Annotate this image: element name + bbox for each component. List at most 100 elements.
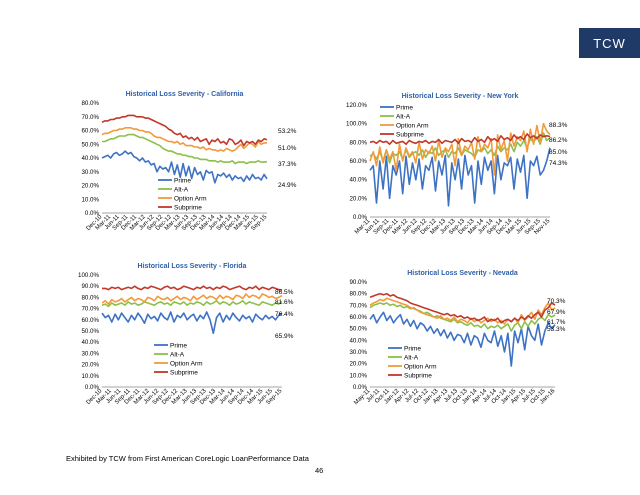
y-tick-label: 20.0% (349, 361, 367, 368)
chart-svg: Historical Loss Severity - New York 0.0% 2… (346, 93, 568, 236)
y-tick-label: 80.0% (349, 139, 367, 146)
series-line-prime (101, 311, 283, 334)
y-tick-label: 80.0% (81, 294, 99, 301)
page-number: 46 (315, 466, 324, 475)
chart-title: Historical Loss Severity - Nevada (407, 270, 518, 277)
data-label: 37.3% (278, 161, 297, 168)
tcw-logo: TCW (579, 28, 640, 58)
y-tick-label: 90.0% (349, 279, 367, 286)
chart-nevada: Historical Loss Severity - Nevada 0.0% 10.… (330, 268, 580, 418)
series-line-option_arm (101, 293, 283, 305)
legend-label: Alt-A (174, 186, 189, 193)
series-line-option_arm (369, 122, 551, 176)
y-tick-label: 80.0% (81, 100, 99, 107)
y-tick-label: 120.0% (346, 102, 367, 109)
y-tick-label: 50.0% (349, 326, 367, 333)
chart-title: Historical Loss Severity - California (126, 91, 244, 98)
y-tick-label: 0.0% (353, 214, 368, 221)
data-label: 61.7% (547, 319, 566, 326)
y-tick-label: 70.0% (81, 114, 99, 121)
series-line-option_arm (101, 126, 267, 152)
legend-label: Subprime (170, 369, 198, 376)
data-label: 86.5% (275, 289, 294, 296)
series-line-subprime (101, 114, 268, 147)
legend-label: Alt-A (170, 351, 185, 358)
y-tick-label: 80.0% (349, 291, 367, 298)
chart-svg: Historical Loss Severity - Nevada 0.0% 10.… (349, 270, 566, 406)
series-line-subprime (369, 133, 551, 146)
series-line-alta (101, 299, 283, 308)
data-label: 81.6% (275, 299, 294, 306)
data-label: 74.3% (549, 160, 568, 167)
y-tick-label: 30.0% (349, 349, 367, 356)
y-tick-label: 10.0% (81, 373, 99, 380)
series-line-alta (369, 132, 551, 164)
data-label: 76.4% (275, 311, 294, 318)
legend-label: Alt-A (396, 113, 411, 120)
y-tick-label: 70.0% (349, 302, 367, 309)
chart-svg: Historical Loss Severity - California 0.0… (81, 91, 296, 232)
y-tick-label: 90.0% (81, 283, 99, 290)
y-tick-label: 0.0% (353, 384, 368, 391)
chart-title: Historical Loss Severity - Florida (138, 263, 247, 270)
y-tick-label: 100.0% (346, 121, 367, 128)
legend-label: Option Arm (170, 360, 203, 367)
y-tick-label: 100.0% (78, 272, 99, 279)
y-tick-label: 20.0% (81, 183, 99, 190)
logo-text: TCW (593, 35, 626, 51)
legend-label: Prime (174, 177, 191, 184)
data-label: 88.3% (549, 122, 568, 129)
y-tick-label: 40.0% (81, 339, 99, 346)
legend-label: Subprime (404, 372, 432, 379)
legend-label: Option Arm (404, 363, 437, 370)
series-line-subprime (369, 292, 556, 324)
y-tick-label: 40.0% (349, 177, 367, 184)
data-label: 24.9% (278, 182, 297, 189)
data-label: 86.2% (549, 137, 568, 144)
data-label: 53.3% (547, 326, 566, 333)
chart-california: Historical Loss Severity - California 0.0… (60, 85, 296, 235)
y-tick-label: 50.0% (81, 141, 99, 148)
y-tick-label: 0.0% (85, 384, 100, 391)
y-tick-label: 20.0% (81, 362, 99, 369)
legend-label: Subprime (174, 204, 202, 211)
y-tick-label: 10.0% (81, 196, 99, 203)
data-label: 70.3% (547, 298, 566, 305)
chart-svg: Historical Loss Severity - Florida 0.0% 10… (78, 263, 294, 406)
y-tick-label: 40.0% (349, 337, 367, 344)
legend-label: Alt-A (404, 354, 419, 361)
y-tick-label: 30.0% (81, 350, 99, 357)
y-tick-label: 50.0% (81, 328, 99, 335)
legend-label: Prime (404, 345, 421, 352)
series-line-prime (101, 150, 268, 184)
y-tick-label: 60.0% (349, 158, 367, 165)
data-label: 85.0% (549, 149, 568, 156)
series-line-subprime (102, 285, 283, 291)
series-line-alta (102, 133, 268, 165)
chart-new-york: Historical Loss Severity - New York 0.0% 2… (330, 85, 580, 236)
y-tick-label: 60.0% (81, 317, 99, 324)
data-label: 53.2% (278, 128, 297, 135)
y-tick-label: 40.0% (81, 155, 99, 162)
source-footer: Exhibited by TCW from First American Cor… (66, 454, 309, 463)
series-line-option_arm (369, 297, 556, 325)
series-line-prime (369, 311, 556, 367)
chart-florida: Historical Loss Severity - Florida 0.0% 10… (60, 260, 300, 410)
data-label: 65.9% (275, 333, 294, 340)
y-tick-label: 60.0% (81, 128, 99, 135)
y-tick-label: 30.0% (81, 169, 99, 176)
series-line-alta (369, 302, 556, 332)
legend-label: Subprime (396, 131, 424, 138)
y-tick-label: 60.0% (349, 314, 367, 321)
data-label: 67.9% (547, 309, 566, 316)
y-tick-label: 0.0% (85, 210, 100, 217)
legend-label: Option Arm (174, 195, 207, 202)
y-tick-label: 70.0% (81, 306, 99, 313)
series-line-prime (369, 147, 551, 207)
y-tick-label: 10.0% (349, 372, 367, 379)
legend-label: Option Arm (396, 122, 429, 129)
y-tick-label: 20.0% (349, 195, 367, 202)
legend-label: Prime (170, 342, 187, 349)
chart-title: Historical Loss Severity - New York (402, 93, 519, 100)
legend-label: Prime (396, 104, 413, 111)
